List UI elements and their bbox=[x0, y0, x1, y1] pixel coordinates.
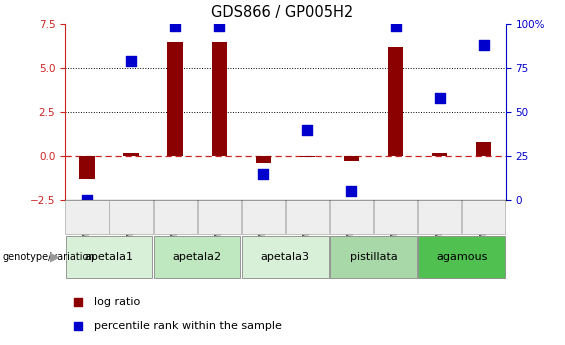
Text: log ratio: log ratio bbox=[94, 297, 140, 307]
FancyBboxPatch shape bbox=[331, 236, 416, 278]
Point bbox=[73, 323, 82, 329]
Point bbox=[73, 299, 82, 305]
FancyBboxPatch shape bbox=[154, 200, 197, 234]
Bar bbox=[123, 154, 139, 156]
FancyBboxPatch shape bbox=[419, 236, 505, 278]
Point bbox=[303, 127, 312, 132]
FancyBboxPatch shape bbox=[374, 200, 417, 234]
Point bbox=[259, 171, 268, 177]
Point bbox=[127, 58, 136, 64]
FancyBboxPatch shape bbox=[242, 200, 285, 234]
Point bbox=[215, 23, 224, 29]
Point bbox=[171, 23, 180, 29]
Bar bbox=[79, 156, 95, 179]
FancyBboxPatch shape bbox=[66, 200, 108, 234]
FancyBboxPatch shape bbox=[286, 200, 329, 234]
Bar bbox=[167, 42, 183, 156]
Text: apetala3: apetala3 bbox=[261, 252, 310, 262]
Bar bbox=[299, 156, 315, 157]
FancyBboxPatch shape bbox=[462, 200, 505, 234]
Bar bbox=[476, 142, 492, 156]
FancyBboxPatch shape bbox=[330, 200, 373, 234]
FancyBboxPatch shape bbox=[418, 200, 461, 234]
Text: genotype/variation: genotype/variation bbox=[3, 252, 95, 262]
FancyBboxPatch shape bbox=[154, 236, 240, 278]
Text: agamous: agamous bbox=[436, 252, 487, 262]
FancyBboxPatch shape bbox=[66, 236, 152, 278]
Text: ▶: ▶ bbox=[50, 250, 59, 264]
Bar bbox=[388, 47, 403, 156]
Text: apetala1: apetala1 bbox=[85, 252, 133, 262]
FancyBboxPatch shape bbox=[242, 236, 328, 278]
FancyBboxPatch shape bbox=[110, 200, 153, 234]
Text: pistillata: pistillata bbox=[350, 252, 397, 262]
Point bbox=[479, 42, 488, 48]
Point bbox=[82, 197, 92, 203]
Bar bbox=[255, 156, 271, 163]
Bar bbox=[344, 156, 359, 161]
Text: percentile rank within the sample: percentile rank within the sample bbox=[94, 321, 281, 331]
Bar bbox=[432, 152, 447, 156]
Text: apetala2: apetala2 bbox=[173, 252, 221, 262]
Point bbox=[347, 188, 356, 194]
Point bbox=[391, 23, 400, 29]
FancyBboxPatch shape bbox=[198, 200, 241, 234]
Text: GDS866 / GP005H2: GDS866 / GP005H2 bbox=[211, 5, 354, 20]
Bar bbox=[211, 42, 227, 156]
Point bbox=[435, 95, 444, 101]
